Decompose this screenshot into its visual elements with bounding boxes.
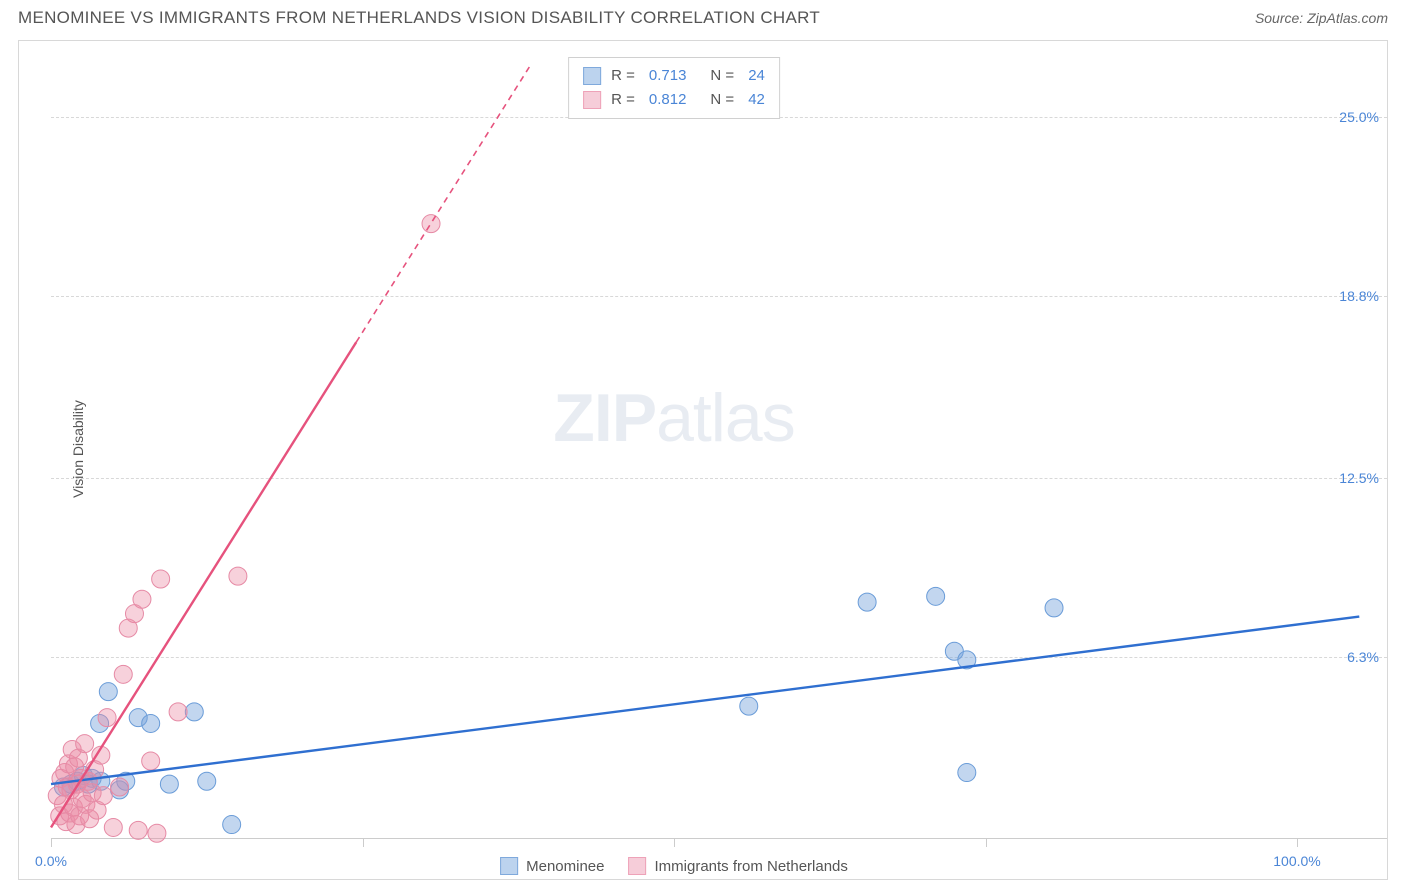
r-value-1: 0.713 [649, 64, 687, 88]
data-point [148, 824, 166, 842]
y-tick-label: 25.0% [1339, 109, 1379, 125]
swatch-menominee [583, 67, 601, 85]
data-point [858, 593, 876, 611]
swatch-icon [628, 857, 646, 875]
stats-legend: R = 0.713 N = 24 R = 0.812 N = 42 [568, 57, 780, 119]
data-point [958, 764, 976, 782]
data-point [99, 683, 117, 701]
n-value-2: 42 [748, 88, 765, 112]
data-point [111, 778, 129, 796]
data-point [76, 735, 94, 753]
legend-row-1: R = 0.713 N = 24 [583, 64, 765, 88]
data-point [133, 590, 151, 608]
data-point [129, 821, 147, 839]
legend-item-2: Immigrants from Netherlands [628, 857, 847, 875]
x-tick [986, 839, 987, 847]
legend-row-2: R = 0.812 N = 42 [583, 88, 765, 112]
legend-item-1: Menominee [500, 857, 604, 875]
data-point [1045, 599, 1063, 617]
data-point [142, 714, 160, 732]
data-point [98, 709, 116, 727]
data-point [152, 570, 170, 588]
x-tick-label: 100.0% [1273, 853, 1320, 869]
data-point [185, 703, 203, 721]
legend-label-2: Immigrants from Netherlands [654, 858, 847, 875]
data-point [94, 787, 112, 805]
x-tick [1297, 839, 1298, 847]
header: MENOMINEE VS IMMIGRANTS FROM NETHERLANDS… [0, 0, 1406, 32]
y-tick-label: 6.3% [1347, 649, 1379, 665]
bottom-legend: Menominee Immigrants from Netherlands [500, 857, 848, 875]
plot-area: Vision Disability ZIPatlas 6.3%12.5%18.8… [51, 59, 1297, 839]
scatter-plot [51, 59, 1297, 839]
data-point [927, 587, 945, 605]
data-point [198, 772, 216, 790]
y-tick-label: 18.8% [1339, 288, 1379, 304]
source-label: Source: ZipAtlas.com [1255, 10, 1388, 26]
trend-line [51, 342, 356, 827]
swatch-icon [500, 857, 518, 875]
legend-label-1: Menominee [526, 858, 604, 875]
data-point [223, 816, 241, 834]
x-tick [363, 839, 364, 847]
n-value-1: 24 [748, 64, 765, 88]
x-tick [674, 839, 675, 847]
y-tick-label: 12.5% [1339, 470, 1379, 486]
chart-title: MENOMINEE VS IMMIGRANTS FROM NETHERLANDS… [18, 8, 820, 28]
x-tick-label: 0.0% [35, 853, 67, 869]
chart-container: Vision Disability ZIPatlas 6.3%12.5%18.8… [18, 40, 1388, 880]
data-point [169, 703, 187, 721]
data-point [104, 818, 122, 836]
r-value-2: 0.812 [649, 88, 687, 112]
data-point [142, 752, 160, 770]
data-point [422, 215, 440, 233]
data-point [740, 697, 758, 715]
data-point [114, 665, 132, 683]
trend-line [51, 617, 1359, 785]
swatch-netherlands [583, 91, 601, 109]
x-tick [51, 839, 52, 847]
data-point [229, 567, 247, 585]
trend-line [356, 65, 530, 342]
data-point [160, 775, 178, 793]
